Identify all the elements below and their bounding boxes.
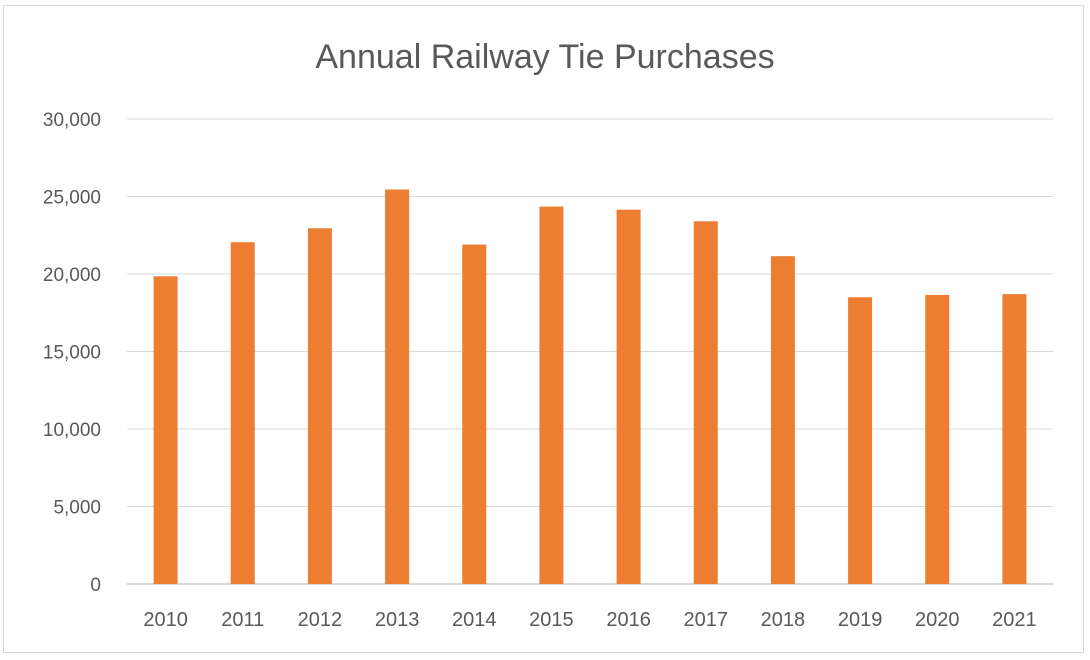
x-tick-label: 2015 <box>529 609 574 631</box>
bar-2016 <box>616 209 641 585</box>
x-axis-ticks: 2010 2011 2012 2013 2014 2015 2016 2017 2018 2019… <box>143 609 1036 631</box>
y-tick-label: 0 <box>90 575 101 596</box>
x-tick-label: 2016 <box>606 609 651 631</box>
x-tick-label: 2014 <box>452 609 497 631</box>
x-tick-label: 2020 <box>915 609 960 631</box>
x-tick-label: 2011 <box>221 609 264 631</box>
bar-2010 <box>153 276 178 584</box>
bar-2019 <box>848 297 873 584</box>
y-axis-ticks: 0 5,000 10,000 15,000 20,000 25,000 30,000 <box>43 110 101 596</box>
y-tick-label: 5,000 <box>53 498 101 519</box>
x-tick-label: 2012 <box>298 609 343 631</box>
gridlines <box>127 118 1053 585</box>
bar-2018 <box>770 256 795 584</box>
bar-2020 <box>925 294 950 584</box>
y-tick-label: 20,000 <box>43 265 101 286</box>
x-tick-label: 2010 <box>143 609 188 631</box>
bar-2017 <box>693 221 718 585</box>
bar-2013 <box>385 189 410 584</box>
bar-2011 <box>230 242 255 584</box>
chart-title: Annual Railway Tie Purchases <box>315 38 774 76</box>
x-tick-label: 2021 <box>992 609 1037 631</box>
x-tick-label: 2013 <box>375 609 420 631</box>
x-tick-label: 2017 <box>684 609 729 631</box>
y-tick-label: 25,000 <box>43 188 101 209</box>
bar-2012 <box>307 228 332 584</box>
bar-2014 <box>462 244 487 585</box>
y-tick-label: 30,000 <box>43 110 101 131</box>
y-tick-label: 10,000 <box>43 420 101 441</box>
bars <box>153 189 1027 585</box>
bar-2015 <box>539 206 564 584</box>
x-tick-label: 2019 <box>838 609 883 631</box>
x-tick-label: 2018 <box>761 609 806 631</box>
y-tick-label: 15,000 <box>43 343 101 364</box>
bar-2021 <box>1002 294 1027 584</box>
